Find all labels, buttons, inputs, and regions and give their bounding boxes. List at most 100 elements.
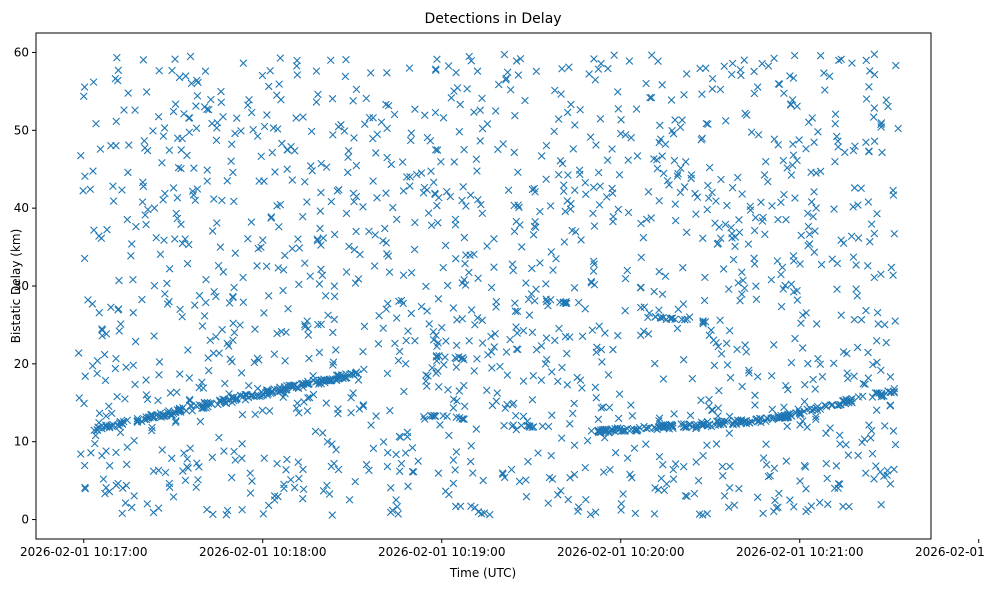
data-point — [870, 475, 878, 483]
data-point — [293, 399, 302, 408]
data-point — [665, 181, 673, 189]
data-point — [704, 421, 712, 429]
data-point — [156, 250, 165, 259]
data-point — [752, 282, 760, 290]
data-point — [673, 172, 682, 180]
data-point — [595, 322, 604, 330]
data-point — [791, 334, 799, 343]
data-point — [557, 90, 565, 98]
data-point — [107, 409, 116, 418]
data-point — [703, 509, 712, 518]
data-point — [701, 273, 709, 282]
data-point — [321, 292, 330, 300]
data-point — [335, 185, 343, 194]
data-point — [382, 239, 391, 247]
data-point — [667, 96, 676, 104]
data-point — [141, 211, 149, 219]
data-point — [228, 357, 236, 366]
data-point — [699, 319, 707, 328]
data-point — [349, 97, 357, 105]
data-point — [359, 347, 367, 356]
data-point — [460, 402, 469, 411]
data-point — [80, 83, 89, 91]
data-point — [384, 101, 393, 110]
data-point — [725, 326, 734, 335]
data-point — [161, 290, 169, 298]
data-point — [433, 342, 441, 351]
data-point — [239, 298, 248, 306]
data-point — [565, 63, 573, 71]
data-point — [852, 261, 860, 269]
data-point — [324, 376, 333, 385]
data-point — [99, 475, 108, 483]
data-point — [254, 391, 263, 400]
data-point — [707, 326, 715, 335]
data-point — [754, 130, 763, 139]
data-point — [813, 406, 822, 414]
data-point — [406, 182, 414, 190]
data-point — [465, 52, 473, 61]
data-point — [212, 136, 221, 145]
data-point — [711, 421, 720, 429]
data-point — [467, 57, 476, 65]
data-point — [264, 292, 273, 300]
data-point — [759, 509, 767, 518]
data-point — [508, 400, 517, 409]
data-point — [417, 302, 426, 311]
data-point — [348, 370, 356, 378]
data-point — [330, 292, 339, 301]
data-point — [174, 408, 183, 416]
data-point — [312, 98, 321, 106]
data-point — [712, 440, 721, 448]
data-point — [196, 417, 205, 426]
data-point — [131, 106, 139, 114]
data-point — [862, 56, 871, 65]
data-point — [152, 233, 161, 242]
data-point — [774, 411, 783, 420]
data-point — [868, 449, 877, 458]
data-point — [783, 422, 791, 431]
data-point — [693, 193, 702, 201]
data-point — [574, 298, 583, 307]
data-point — [349, 389, 357, 397]
data-point — [697, 135, 706, 144]
data-point — [450, 87, 458, 95]
data-point — [383, 369, 392, 378]
data-point — [186, 444, 195, 453]
data-point — [388, 506, 397, 515]
data-point — [380, 224, 389, 233]
data-point — [127, 240, 136, 248]
data-point — [627, 133, 635, 142]
data-point — [434, 295, 443, 303]
data-point — [292, 114, 300, 122]
data-point — [118, 186, 126, 194]
data-point — [802, 507, 810, 516]
data-point — [577, 236, 585, 244]
data-point — [178, 134, 186, 143]
data-point — [428, 412, 436, 420]
data-point — [148, 423, 156, 432]
data-point — [230, 447, 238, 456]
data-point — [124, 141, 133, 149]
data-point — [397, 459, 406, 468]
data-point — [256, 392, 264, 401]
data-point — [586, 133, 595, 141]
data-point — [207, 400, 216, 408]
data-point — [886, 373, 895, 381]
data-point — [562, 299, 571, 308]
data-point — [318, 271, 327, 280]
data-point — [84, 296, 92, 304]
data-point — [845, 502, 853, 511]
data-point — [209, 510, 217, 519]
data-point — [138, 295, 146, 304]
data-point — [835, 480, 844, 488]
data-point — [797, 319, 805, 327]
data-point — [786, 72, 794, 80]
data-point — [263, 111, 271, 119]
data-point — [704, 194, 713, 202]
data-point — [250, 358, 259, 367]
data-point — [237, 127, 245, 135]
data-point — [642, 79, 650, 88]
data-point — [789, 252, 798, 260]
data-point — [678, 263, 687, 272]
